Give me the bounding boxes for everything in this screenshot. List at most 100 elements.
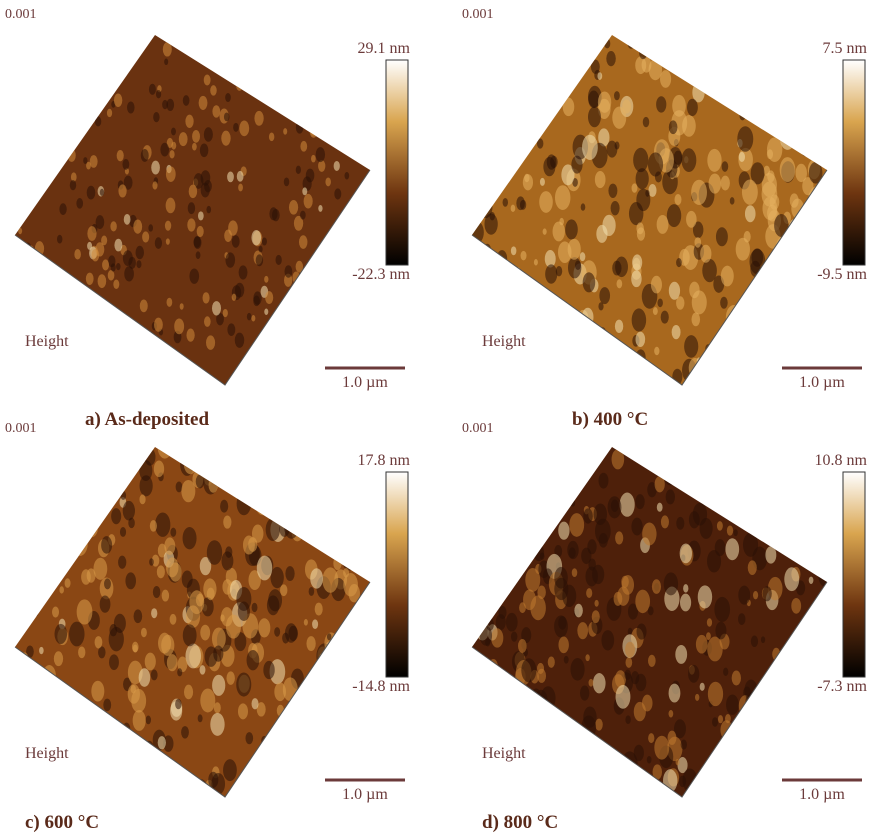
bump — [88, 722, 95, 733]
bump — [210, 452, 221, 469]
bump — [351, 479, 362, 497]
bump — [111, 263, 116, 271]
bump — [53, 477, 60, 489]
bump — [794, 551, 799, 558]
bump — [268, 453, 283, 477]
bump — [114, 723, 121, 734]
bump — [81, 569, 91, 584]
bump — [12, 353, 18, 362]
bump — [516, 694, 526, 711]
bump — [657, 298, 662, 307]
bump — [636, 332, 646, 347]
bump — [780, 26, 792, 45]
bump — [298, 91, 302, 98]
bump — [761, 720, 775, 742]
bump — [558, 241, 572, 263]
bump — [679, 30, 693, 53]
bump — [797, 283, 807, 299]
bump — [297, 764, 309, 783]
bump — [592, 610, 600, 623]
bump — [146, 716, 151, 725]
afm-panel: 0.0017.5 nm-9.5 nmHeight1.0 µmb) 400 °C — [462, 7, 868, 430]
bump — [233, 123, 239, 132]
bump — [136, 246, 144, 259]
bump — [730, 766, 742, 786]
bump — [592, 565, 604, 584]
bump — [772, 461, 784, 480]
bump — [472, 163, 482, 179]
bump — [656, 36, 667, 53]
bump — [489, 67, 496, 79]
bump — [489, 687, 500, 704]
bump — [212, 675, 225, 696]
bump — [488, 714, 500, 733]
bump — [27, 524, 35, 536]
bump — [20, 612, 31, 629]
bump — [642, 40, 649, 51]
bump — [571, 499, 576, 506]
bump — [544, 452, 550, 461]
bump — [766, 286, 777, 303]
bump — [796, 726, 810, 749]
bump — [588, 107, 601, 128]
bump — [616, 376, 624, 388]
color-max: 29.1 nm — [358, 40, 411, 57]
color-min: -14.8 nm — [352, 678, 410, 695]
bump — [189, 46, 196, 57]
bump — [311, 70, 316, 79]
bump — [265, 291, 273, 304]
bump — [107, 472, 117, 488]
bump — [707, 637, 723, 662]
bump — [550, 477, 558, 489]
bump — [675, 441, 691, 466]
bump — [751, 636, 758, 648]
bump — [548, 480, 554, 489]
corner-label: 0.001 — [462, 7, 494, 22]
bump — [320, 734, 332, 753]
bump — [296, 729, 308, 747]
bump — [325, 318, 330, 326]
bump — [470, 47, 483, 68]
bump — [240, 75, 244, 82]
bump — [166, 99, 174, 111]
bump — [301, 61, 310, 76]
bump — [717, 521, 723, 531]
bump — [558, 616, 566, 629]
bump — [39, 175, 45, 184]
bump — [358, 340, 365, 351]
bump — [250, 439, 263, 460]
bump — [501, 447, 511, 463]
bump — [35, 727, 46, 745]
bump — [615, 350, 622, 361]
bump — [116, 380, 120, 387]
bump — [143, 346, 151, 358]
bump — [139, 668, 151, 687]
bump — [744, 680, 757, 701]
bump — [635, 590, 650, 614]
bump — [534, 259, 538, 265]
bump — [511, 246, 517, 255]
bump — [598, 777, 610, 796]
bump — [290, 299, 297, 310]
bump — [332, 47, 340, 60]
bump — [60, 145, 64, 152]
bump — [599, 363, 613, 386]
bump — [525, 716, 537, 735]
bump — [578, 753, 590, 772]
bump — [361, 186, 368, 198]
bump — [519, 104, 531, 123]
bump — [647, 756, 652, 764]
bump — [806, 76, 814, 88]
bump — [35, 241, 44, 256]
bump — [124, 214, 131, 225]
bump — [535, 375, 547, 393]
bump — [794, 638, 809, 663]
bump — [116, 730, 130, 752]
bump — [204, 75, 211, 86]
bump — [237, 492, 251, 515]
bump — [311, 155, 316, 162]
bump — [283, 677, 298, 701]
bump — [751, 763, 763, 783]
bump — [91, 681, 104, 702]
bump — [652, 579, 661, 594]
